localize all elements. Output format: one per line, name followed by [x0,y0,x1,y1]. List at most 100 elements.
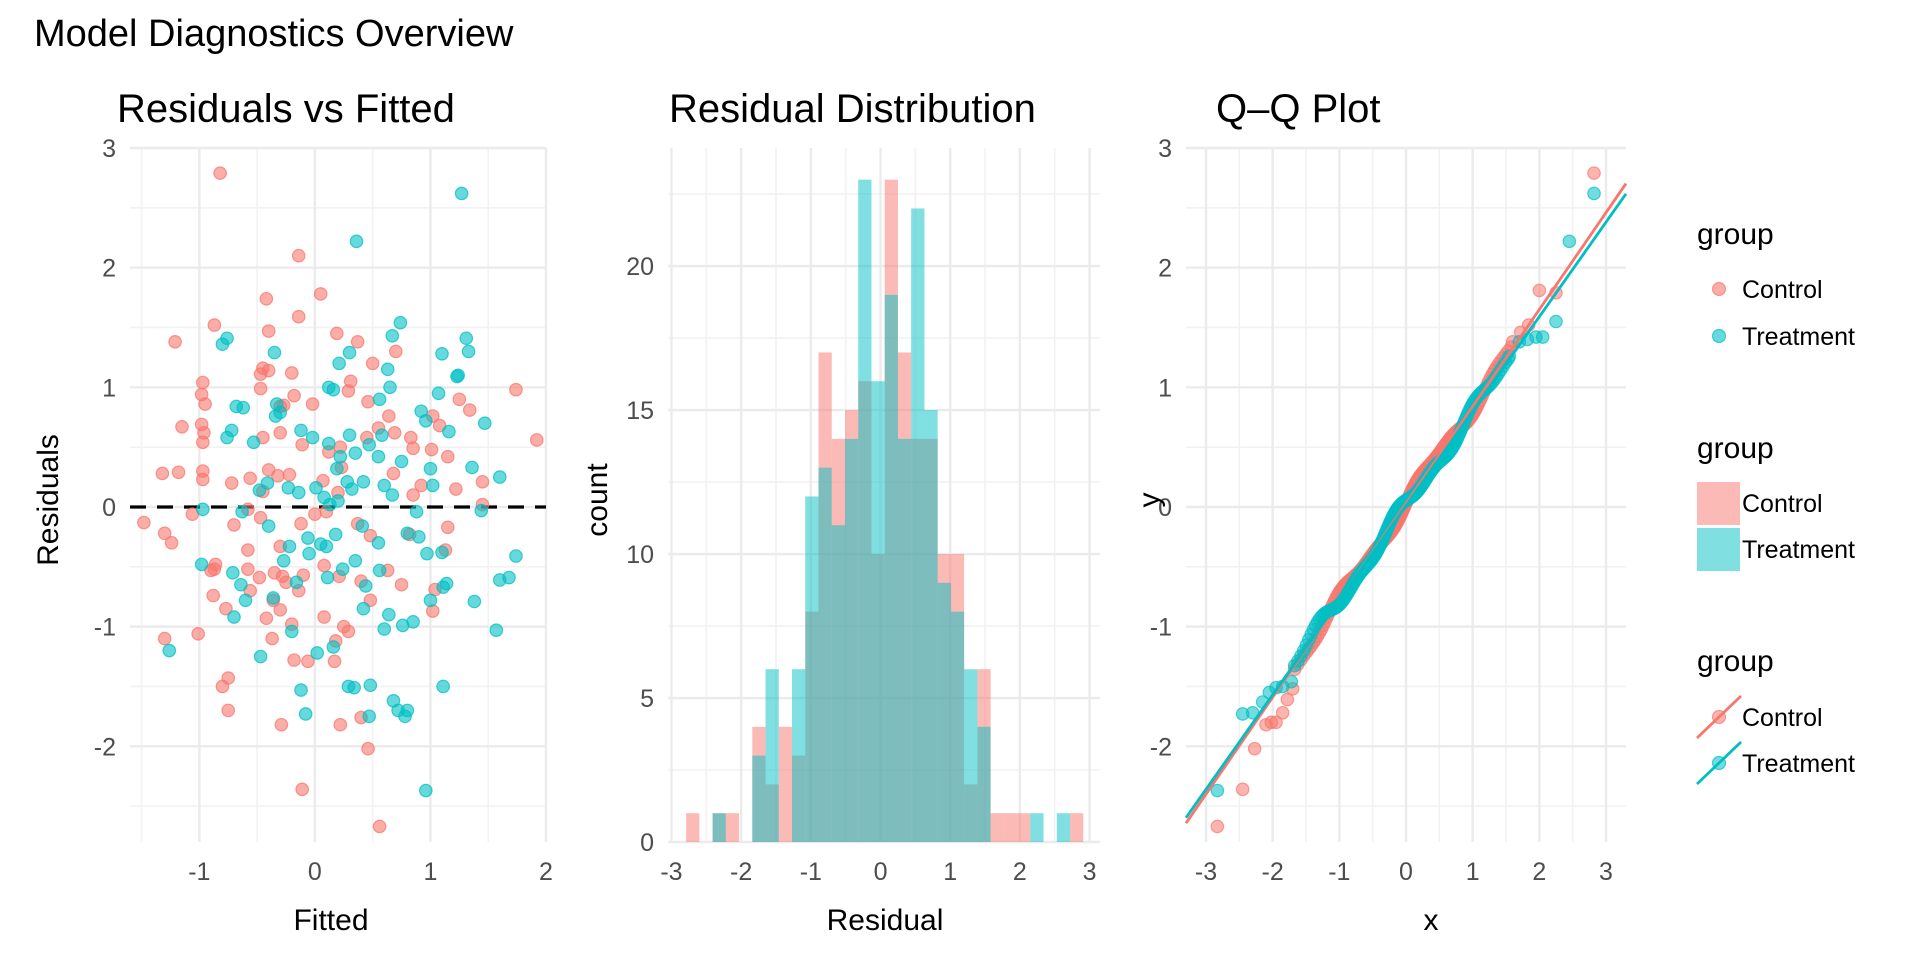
qq-reference-lines [1184,182,1628,825]
bar-control [1070,813,1084,842]
legend-item-control: Control [1697,482,1823,525]
qq-point-control [1210,819,1225,834]
legend-title: group [1697,432,1774,465]
point-treatment [328,527,343,542]
point-control [241,562,255,576]
bar-treatment [964,669,978,842]
legend-points: group Control Treatment [1697,218,1855,351]
legend-item-treatment: Treatment [1697,528,1855,571]
point-treatment [162,643,177,658]
point-control [406,488,420,502]
y-axis-title: count [581,463,614,537]
point-treatment [372,563,387,578]
x-tick-label: -2 [730,858,752,886]
legend-key-treatment-fill [1697,528,1740,571]
point-treatment [419,783,433,798]
point-treatment [502,570,516,585]
y-tick-labels: -2 -1 0 1 2 3 [94,135,116,761]
scatter-points [137,166,544,834]
point-treatment [467,594,482,609]
y-axis-title: Residuals [32,434,65,566]
point-treatment [302,546,316,561]
point-control [207,318,222,332]
bar-treatment [818,467,832,842]
point-treatment [356,475,371,489]
point-control [341,624,356,639]
point-control [295,782,309,797]
y-tick-label: -2 [1150,733,1172,761]
point-control [241,543,255,557]
point-control [259,611,274,626]
point-treatment [220,430,234,445]
bar-control [990,813,1004,842]
point-control [308,507,322,521]
point-control [259,291,274,306]
point-treatment [310,646,324,660]
point-control [372,819,387,834]
point-treatment [273,405,288,420]
bar-control [1003,813,1018,842]
point-treatment [423,461,438,476]
y-tick-label: 3 [102,135,116,163]
point-treatment [291,485,306,500]
x-axis-title: Residual [827,904,944,937]
point-treatment [321,380,336,395]
qq-point-treatment [1549,314,1563,329]
point-treatment [236,400,251,415]
x-axis-title: x [1424,904,1439,937]
point-treatment [267,345,282,360]
point-treatment [442,424,456,439]
point-control [213,166,227,180]
point-treatment [412,530,426,544]
bar-treatment [950,611,965,842]
point-treatment [372,392,387,407]
point-treatment [393,315,408,330]
qq-point-treatment [1535,330,1550,344]
point-control [252,570,267,585]
legend-label: Treatment [1742,323,1855,351]
y-tick-label: -2 [94,733,116,761]
point-control [295,437,309,452]
x-tick-label: 2 [1532,858,1546,886]
point-control [291,248,306,263]
point-treatment [313,537,328,551]
point-control [449,482,463,496]
point-control [253,367,268,381]
legend-item-treatment: Treatment [1696,740,1855,786]
y-tick-labels: 0 5 10 15 20 [626,253,654,857]
point-control [301,654,315,669]
qq-point-control [1247,741,1262,756]
point-treatment [435,545,449,560]
qq-point-control [1235,782,1250,797]
point-control [343,374,358,389]
point-treatment [294,423,308,438]
point-control [282,467,297,482]
legend-point [1711,281,1727,297]
point-control [265,631,279,646]
figure-title: Model Diagnostics Overview [34,13,514,55]
point-treatment [330,461,344,476]
legend-fill: group Control Treatment [1697,432,1855,571]
point-control [317,558,331,573]
point-control [155,466,170,481]
point-control [330,326,344,341]
x-tick-label: 0 [308,858,322,886]
point-treatment [459,331,474,346]
x-tick-label: 1 [1466,858,1480,886]
legend-line [1696,694,1742,740]
x-tick-label: 3 [1083,858,1097,886]
point-treatment [385,488,400,502]
point-treatment [394,454,409,469]
point-treatment [489,623,504,638]
bar-control [778,726,793,842]
point-control [382,409,396,423]
point-treatment [420,546,434,561]
point-control [137,515,151,530]
point-treatment [382,607,396,622]
point-control [424,442,439,457]
point-control [273,603,288,617]
bar-control [686,813,700,842]
x-tick-label: 1 [943,858,957,886]
panel-title-residual-distribution: Residual Distribution [669,87,1036,131]
point-treatment [348,554,363,568]
